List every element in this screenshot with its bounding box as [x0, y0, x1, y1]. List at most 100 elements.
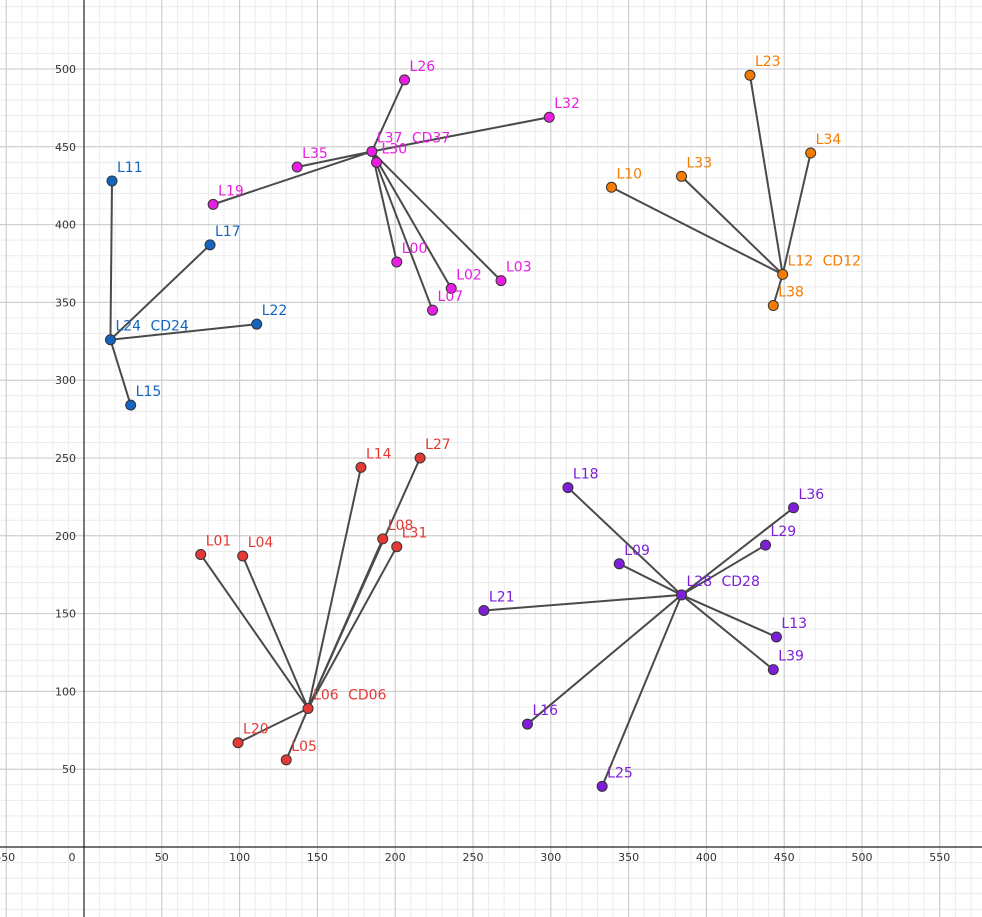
label-l20: L20 — [243, 722, 269, 738]
label-l27: L27 — [425, 437, 451, 453]
label-l07: L07 — [438, 289, 464, 305]
point-l01[interactable] — [195, 548, 207, 560]
label-l22: L22 — [262, 303, 288, 319]
point-l36[interactable] — [788, 502, 800, 514]
point-l12[interactable] — [777, 268, 789, 280]
point-l38[interactable] — [767, 300, 779, 312]
point-l30[interactable] — [371, 156, 383, 168]
label-l24: L24 — [115, 319, 141, 335]
y-tick-label: 200 — [55, 530, 76, 543]
x-tick-label: 550 — [929, 851, 950, 864]
point-l18[interactable] — [562, 482, 574, 494]
point-l23[interactable] — [744, 69, 756, 81]
cluster-points[interactable] — [104, 69, 817, 792]
label-l14: L14 — [366, 446, 392, 462]
label-l06: L06 — [313, 688, 339, 704]
edge-l06-l31 — [307, 546, 398, 709]
point-l39[interactable] — [767, 664, 779, 676]
label-l25: L25 — [607, 765, 633, 781]
edge-l12-l33 — [680, 175, 784, 276]
x-tick-label: 200 — [385, 851, 406, 864]
y-tick-label: 250 — [55, 452, 76, 465]
label-cd12: CD12 — [823, 253, 861, 269]
label-l30: L30 — [382, 141, 408, 157]
label-l05: L05 — [291, 739, 317, 755]
label-l00: L00 — [402, 241, 428, 257]
edge-l28-l25 — [601, 594, 683, 787]
point-l33[interactable] — [676, 170, 688, 182]
x-tick-label: 450 — [774, 851, 795, 864]
y-tick-label: 150 — [55, 608, 76, 621]
x-tick-label: -50 — [0, 851, 15, 864]
edge-l28-l29 — [680, 544, 767, 596]
y-tick-label: 50 — [62, 763, 76, 776]
edge-l06-l05 — [285, 708, 309, 761]
point-l06[interactable] — [302, 703, 314, 715]
label-l11: L11 — [117, 160, 143, 176]
edge-l37-l32 — [371, 116, 550, 153]
edge-l28-l13 — [681, 594, 777, 638]
y-tick-label: 100 — [55, 685, 76, 698]
y-tick-label: 450 — [55, 141, 76, 154]
label-l23: L23 — [755, 54, 781, 70]
point-l31[interactable] — [391, 541, 403, 553]
point-l19[interactable] — [207, 198, 219, 210]
edge-l12-l10 — [611, 186, 784, 276]
point-l20[interactable] — [232, 737, 244, 749]
label-cd37: CD37 — [412, 130, 450, 146]
point-l37[interactable] — [366, 145, 378, 157]
point-l24[interactable] — [104, 334, 116, 346]
point-l35[interactable] — [291, 161, 303, 173]
label-l33: L33 — [687, 155, 713, 171]
point-l11[interactable] — [106, 175, 118, 187]
point-l27[interactable] — [414, 452, 426, 464]
point-l07[interactable] — [427, 304, 439, 316]
point-l09[interactable] — [613, 558, 625, 570]
label-l03: L03 — [506, 260, 532, 276]
label-l09: L09 — [624, 543, 650, 559]
x-tick-label: 0 — [69, 851, 76, 864]
point-l00[interactable] — [391, 256, 403, 268]
point-l02[interactable] — [445, 282, 457, 294]
label-l16: L16 — [532, 703, 558, 719]
point-l03[interactable] — [495, 275, 507, 287]
edge-l28-l21 — [483, 593, 682, 612]
edge-l24-l15 — [109, 339, 132, 406]
point-l05[interactable] — [280, 754, 292, 766]
point-l32[interactable] — [543, 111, 555, 123]
point-l17[interactable] — [204, 239, 216, 251]
edge-l37-l00 — [370, 151, 398, 263]
point-l22[interactable] — [251, 318, 263, 330]
point-l26[interactable] — [399, 74, 411, 86]
point-l10[interactable] — [605, 181, 617, 193]
point-l14[interactable] — [355, 461, 367, 473]
point-l34[interactable] — [805, 147, 817, 159]
point-l04[interactable] — [237, 550, 249, 562]
point-l15[interactable] — [125, 399, 137, 411]
label-l04: L04 — [248, 535, 274, 551]
label-l19: L19 — [218, 183, 244, 199]
point-l25[interactable] — [596, 780, 608, 792]
edge-l12-l34 — [781, 152, 812, 275]
label-l38: L38 — [778, 285, 804, 301]
edge-l28-l39 — [680, 594, 774, 671]
label-l26: L26 — [410, 59, 436, 75]
label-l10: L10 — [616, 166, 642, 182]
edge-l24-l17 — [109, 244, 211, 341]
edge-l12-l23 — [748, 75, 784, 275]
edge-l28-l16 — [526, 594, 683, 725]
point-l13[interactable] — [770, 631, 782, 643]
point-l21[interactable] — [478, 604, 490, 616]
label-l18: L18 — [573, 467, 599, 483]
edge-l37-l03 — [371, 150, 502, 282]
point-l16[interactable] — [521, 718, 533, 730]
label-l08: L08 — [388, 518, 414, 534]
edge-l37-l07 — [370, 151, 434, 311]
point-l08[interactable] — [377, 533, 389, 545]
x-tick-label: 300 — [540, 851, 561, 864]
point-l28[interactable] — [676, 589, 688, 601]
point-l29[interactable] — [760, 539, 772, 551]
label-cd28: CD28 — [722, 574, 760, 590]
